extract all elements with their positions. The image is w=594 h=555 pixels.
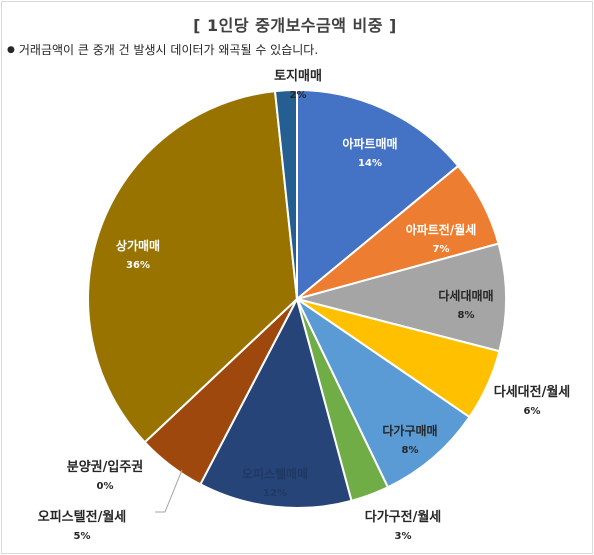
pie-slice-토지매매 — [273, 88, 298, 300]
data-label-다가구전-월세: 다가구전/월세 3% — [365, 509, 442, 542]
slice-label: 아파트전/월세 — [406, 222, 477, 237]
slice-percent: 3% — [395, 531, 412, 542]
pie-slice-아파트매매 — [296, 88, 460, 302]
bullet-icon: ● — [7, 45, 15, 55]
pie-slice-상가매매 — [87, 90, 299, 444]
slice-label: 상가매매 — [116, 238, 160, 253]
slice-label: 오피스텔전/월세 — [38, 509, 126, 525]
slice-label: 토지매매 — [274, 69, 322, 84]
pie-slice-다가구매매 — [294, 296, 471, 489]
pie-slice-오피스텔매매 — [199, 296, 353, 509]
slice-percent: 14% — [358, 158, 382, 169]
slice-label: 다세대매매 — [438, 288, 493, 303]
data-label-상가매매: 상가매매 36% — [116, 238, 160, 271]
slice-label: 다가구전/월세 — [365, 509, 442, 525]
chart-title: [ 1인당 중개보수금액 비중 ] — [193, 16, 397, 35]
slice-percent: 2% — [290, 90, 307, 101]
chart-note-text: 거래금액이 큰 중개 건 발생시 데이터가 왜곡될 수 있습니다. — [18, 43, 319, 57]
slice-percent: 12% — [263, 488, 287, 499]
slice-percent: 6% — [524, 406, 541, 417]
slice-percent: 8% — [402, 445, 419, 456]
slice-percent: 0% — [97, 481, 114, 492]
data-label-아파트매매: 아파트매매 14% — [342, 136, 397, 169]
slice-percent: 8% — [458, 310, 475, 321]
slice-label: 오피스텔매매 — [242, 466, 308, 481]
data-label-분양권-입주권: 분양권/입주권 0% — [67, 460, 144, 492]
data-label-아파트전-월세: 아파트전/월세 7% — [406, 222, 477, 255]
slice-percent: 7% — [433, 244, 450, 255]
data-label-오피스텔전-월세: 오피스텔전/월세 5% — [38, 509, 126, 542]
data-label-다세대매매: 다세대매매 8% — [438, 288, 493, 321]
pie-slice-다세대매매 — [293, 242, 507, 353]
slice-label: 다가구매매 — [382, 423, 437, 438]
data-label-오피스텔매매: 오피스텔매매 12% — [242, 466, 308, 499]
slice-label: 분양권/입주권 — [67, 460, 144, 475]
slice-percent: 36% — [126, 260, 150, 271]
data-label-다가구매매: 다가구매매 8% — [382, 423, 437, 456]
chart-note: ● 거래금액이 큰 중개 건 발생시 데이터가 왜곡될 수 있습니다. — [7, 41, 318, 58]
slice-label: 아파트매매 — [342, 136, 397, 151]
leader-line — [155, 469, 183, 513]
slice-percent: 5% — [74, 531, 91, 542]
slice-label: 다세대전/월세 — [494, 384, 571, 400]
data-label-다세대전-월세: 다세대전/월세 6% — [494, 384, 571, 417]
data-label-토지매매: 토지매매 2% — [274, 69, 322, 101]
